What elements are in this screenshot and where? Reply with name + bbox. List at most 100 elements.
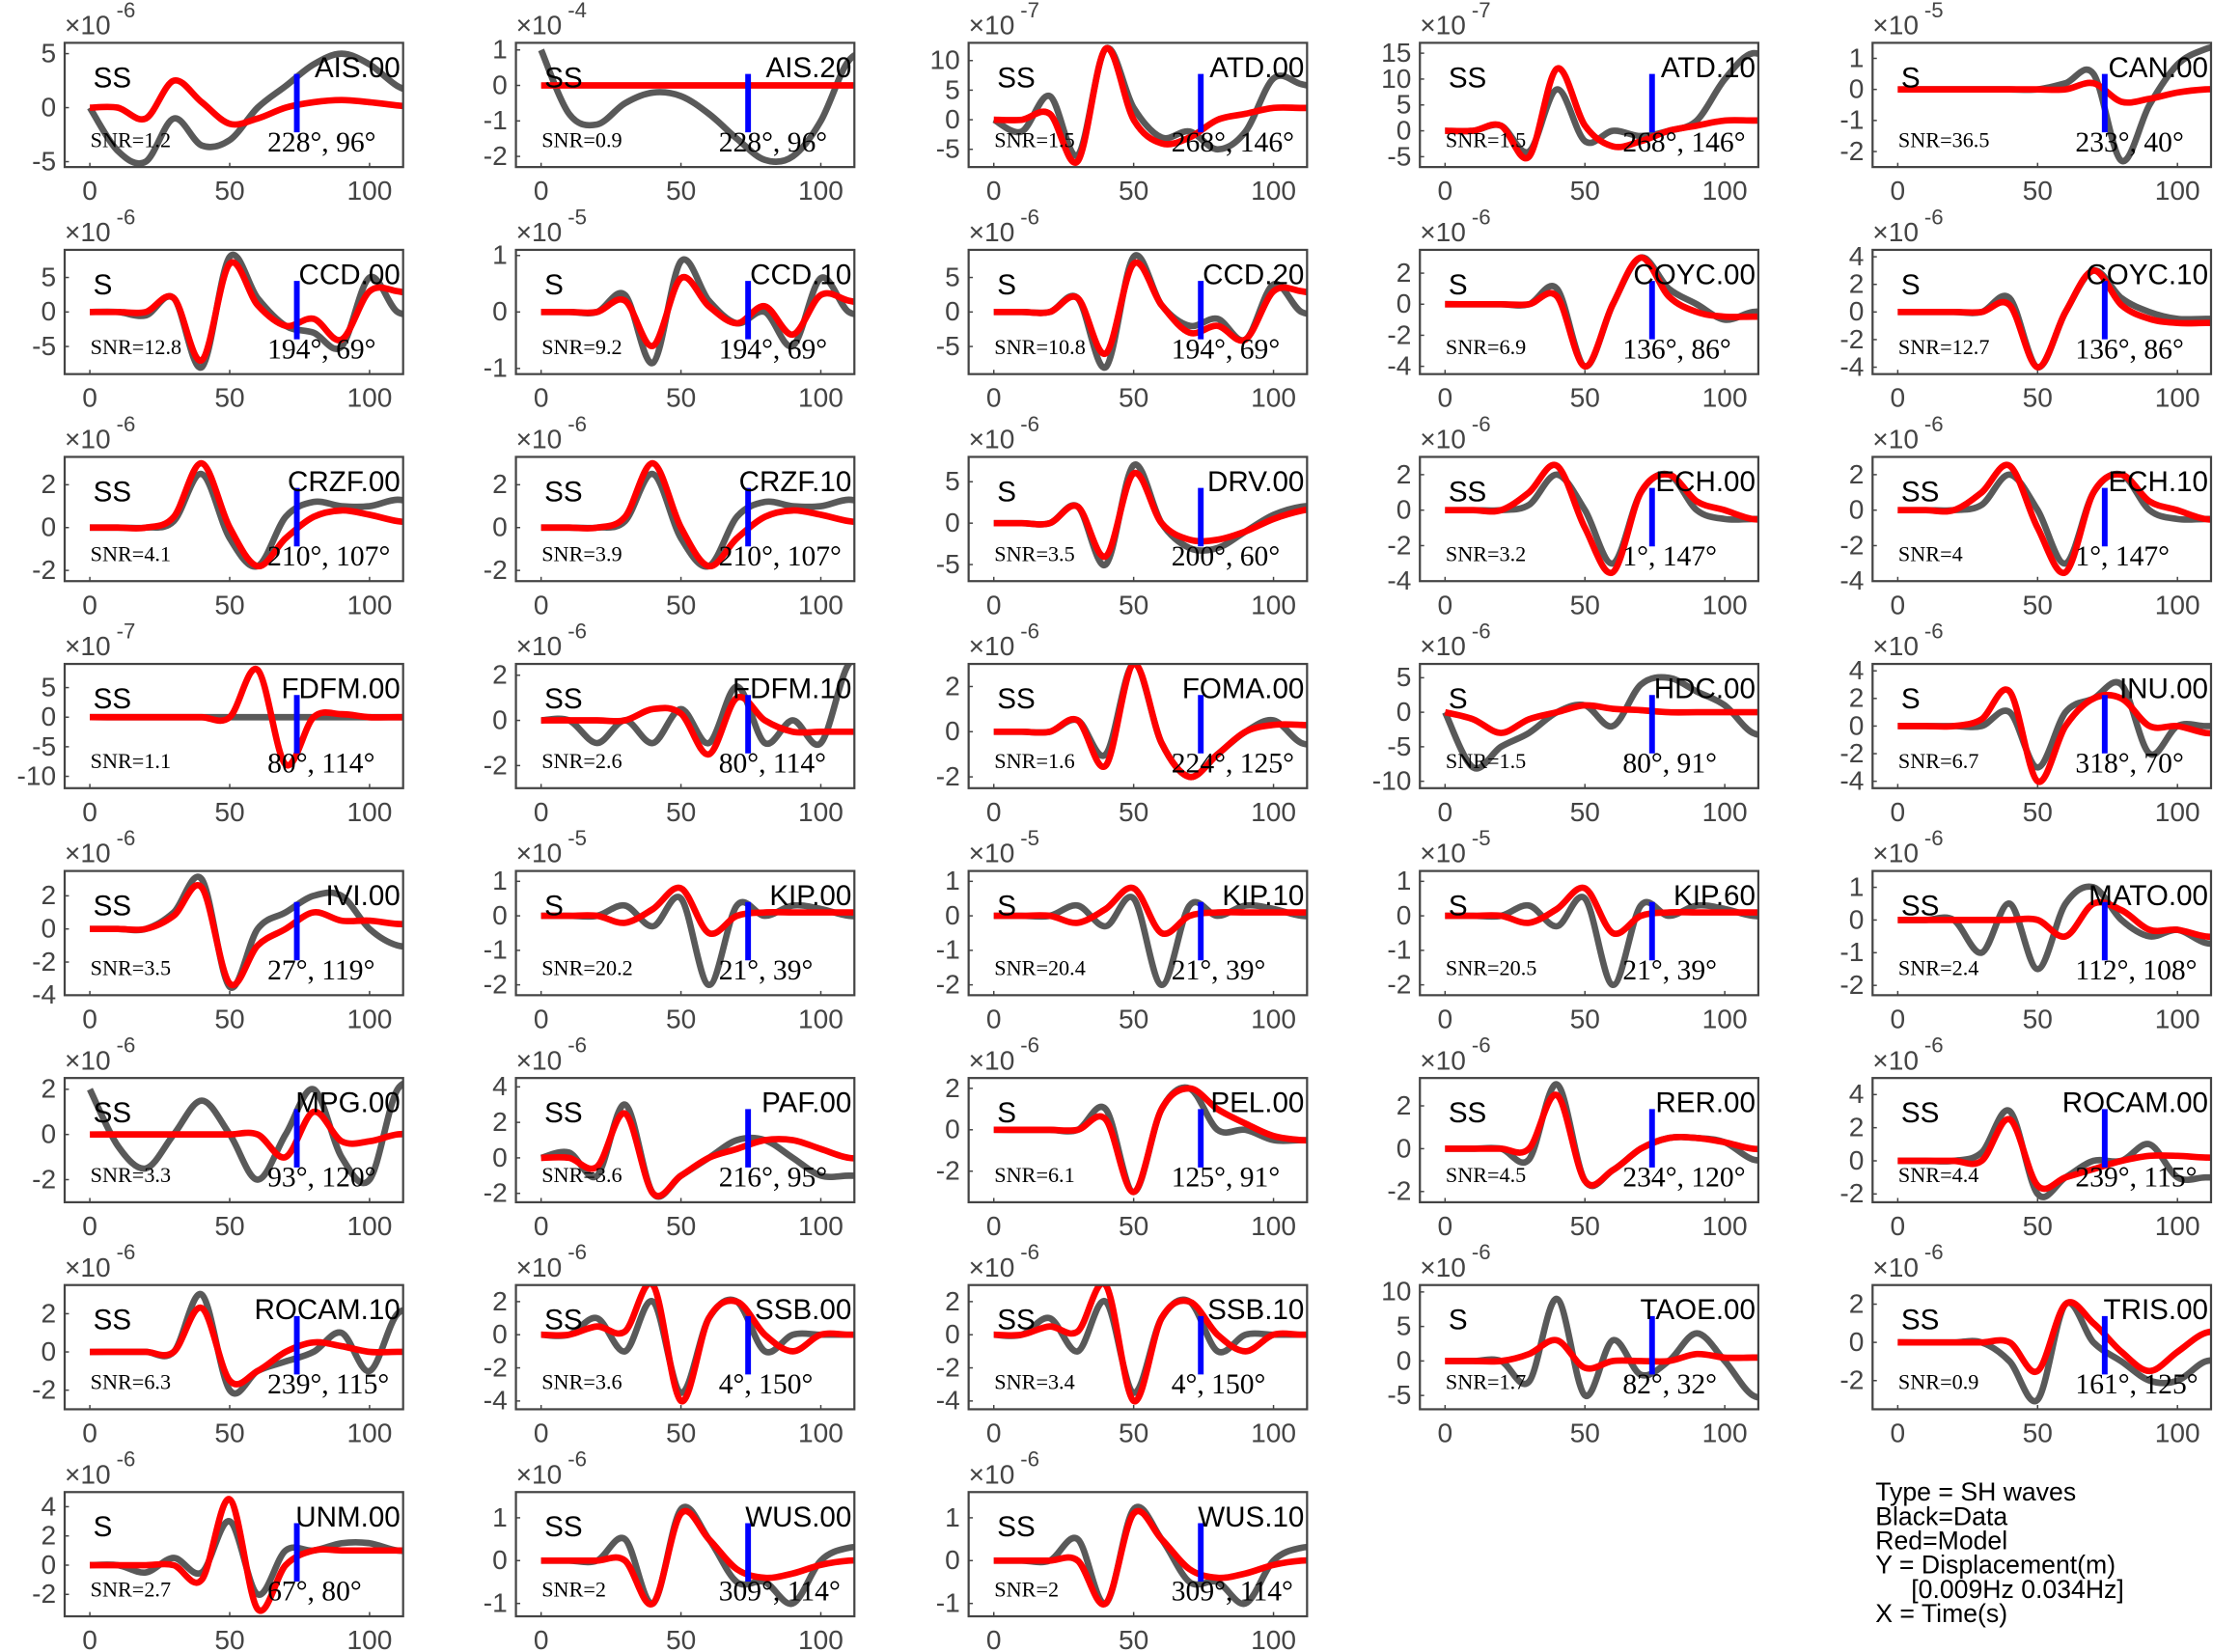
- y-multiplier: ×10-5: [1872, 0, 1943, 41]
- y-tick-label: -1: [484, 105, 508, 135]
- x-tick-label: 100: [798, 797, 843, 827]
- x-tick-label: 50: [214, 176, 244, 206]
- phase-label: S: [1901, 683, 1921, 715]
- snr-label: SNR=1.5: [994, 127, 1074, 151]
- snr-label: SNR=0.9: [1898, 1370, 1978, 1394]
- x-tick-label: 50: [666, 1418, 696, 1447]
- phase-label: SS: [1449, 1097, 1486, 1129]
- subplot: ×10-5 -2 -1 0 1 0 50 100 S KIP.00 SNR=20.2 21°, 39°: [484, 826, 856, 1033]
- y-tick-label: 2: [41, 1074, 56, 1104]
- y-multiplier: ×10-6: [1872, 826, 1943, 868]
- snr-label: SNR=6.1: [994, 1163, 1074, 1187]
- y-tick-label: 1: [492, 866, 508, 895]
- y-tick-label: 2: [945, 671, 960, 701]
- y-tick-label: 1: [1397, 866, 1412, 895]
- y-multiplier: ×10-6: [65, 412, 135, 454]
- azimuth-label: 239°, 115°: [267, 1369, 389, 1400]
- y-tick-label: 0: [1397, 289, 1412, 318]
- station-name: ROCAM.10: [255, 1294, 401, 1326]
- y-multiplier: ×10-6: [969, 619, 1039, 661]
- model-trace: [540, 459, 855, 570]
- model-trace: [90, 882, 403, 989]
- station-name: ROCAM.00: [2062, 1088, 2208, 1119]
- model-trace: [993, 1507, 1308, 1608]
- station-name: SSB.00: [755, 1294, 851, 1326]
- axes-box: [1871, 455, 2213, 583]
- azimuth-label: 216°, 95°: [719, 1163, 827, 1194]
- station-name: ATD.00: [1209, 52, 1304, 84]
- snr-label: SNR=1.6: [994, 749, 1074, 773]
- azimuth-label: 224°, 125°: [1172, 749, 1294, 780]
- x-tick-label: 100: [346, 1004, 392, 1033]
- phase-label: SS: [94, 62, 131, 94]
- axes-box: [967, 1491, 1309, 1618]
- phase-label: SS: [544, 1305, 582, 1336]
- x-tick-label: 50: [1570, 383, 1600, 413]
- y-tick-label: 0: [1849, 1145, 1865, 1175]
- x-tick-label: 0: [1891, 383, 1906, 413]
- y-tick-label: 2: [41, 469, 56, 499]
- phase-label: SS: [544, 1511, 582, 1543]
- model-trace: [993, 884, 1308, 937]
- y-tick-label: 0: [1849, 495, 1865, 525]
- y-tick-label: -2: [1839, 324, 1864, 354]
- data-trace: [87, 1080, 403, 1187]
- x-tick-label: 0: [1891, 1211, 1906, 1241]
- x-tick-label: 50: [666, 176, 696, 206]
- x-tick-label: 50: [1119, 383, 1148, 413]
- x-tick-label: 50: [2023, 176, 2053, 206]
- y-tick-label: -2: [484, 969, 508, 999]
- model-trace: [540, 884, 855, 937]
- y-tick-label: -2: [1839, 136, 1864, 166]
- axes-box: [514, 869, 856, 997]
- x-tick-label: 50: [1570, 176, 1600, 206]
- phase-label: SS: [1449, 62, 1486, 94]
- y-multiplier: ×10-6: [516, 619, 587, 661]
- x-tick-label: 50: [1570, 1211, 1600, 1241]
- phase-label: SS: [997, 62, 1035, 94]
- snr-label: SNR=3.5: [994, 542, 1074, 566]
- data-trace: [1442, 674, 1758, 772]
- x-tick-label: 0: [1891, 176, 1906, 206]
- x-tick-label: 0: [82, 176, 97, 206]
- snr-label: SNR=2.4: [1898, 956, 1978, 980]
- station-name: CAN.00: [2108, 52, 2208, 84]
- phase-label: SS: [94, 476, 131, 508]
- x-tick-label: 100: [798, 383, 843, 413]
- x-tick-label: 0: [986, 1625, 1002, 1652]
- snr-label: SNR=1.1: [91, 749, 171, 773]
- y-multiplier: ×10-6: [1872, 1240, 1943, 1282]
- y-tick-label: 2: [1849, 269, 1865, 299]
- model-trace: [1897, 267, 2211, 371]
- y-multiplier: ×10-6: [969, 1033, 1039, 1076]
- phase-label: S: [1449, 683, 1468, 715]
- x-tick-label: 0: [534, 1418, 549, 1447]
- model-trace: [993, 470, 1308, 560]
- y-tick-label: 0: [1849, 1327, 1865, 1357]
- x-tick-label: 100: [346, 1625, 392, 1652]
- x-tick-label: 0: [82, 1418, 97, 1447]
- y-tick-label: 2: [492, 469, 508, 499]
- model-trace: [993, 45, 1308, 166]
- x-tick-label: 0: [986, 1211, 1002, 1241]
- azimuth-label: 233°, 40°: [2075, 127, 2183, 158]
- y-tick-label: 0: [1849, 74, 1865, 104]
- x-tick-label: 100: [1251, 176, 1296, 206]
- x-tick-label: 50: [214, 383, 244, 413]
- y-tick-label: 0: [945, 508, 960, 537]
- snr-label: SNR=3.6: [541, 1163, 622, 1187]
- x-tick-label: 100: [2155, 1418, 2200, 1447]
- y-tick-label: 0: [492, 296, 508, 326]
- y-tick-label: 0: [945, 1115, 960, 1144]
- phase-label: SS: [94, 1305, 131, 1336]
- y-tick-label: -4: [1839, 351, 1864, 381]
- y-tick-label: -1: [936, 935, 960, 965]
- azimuth-label: 200°, 60°: [1172, 541, 1280, 572]
- x-tick-label: 0: [534, 1004, 549, 1033]
- x-tick-label: 100: [346, 590, 392, 620]
